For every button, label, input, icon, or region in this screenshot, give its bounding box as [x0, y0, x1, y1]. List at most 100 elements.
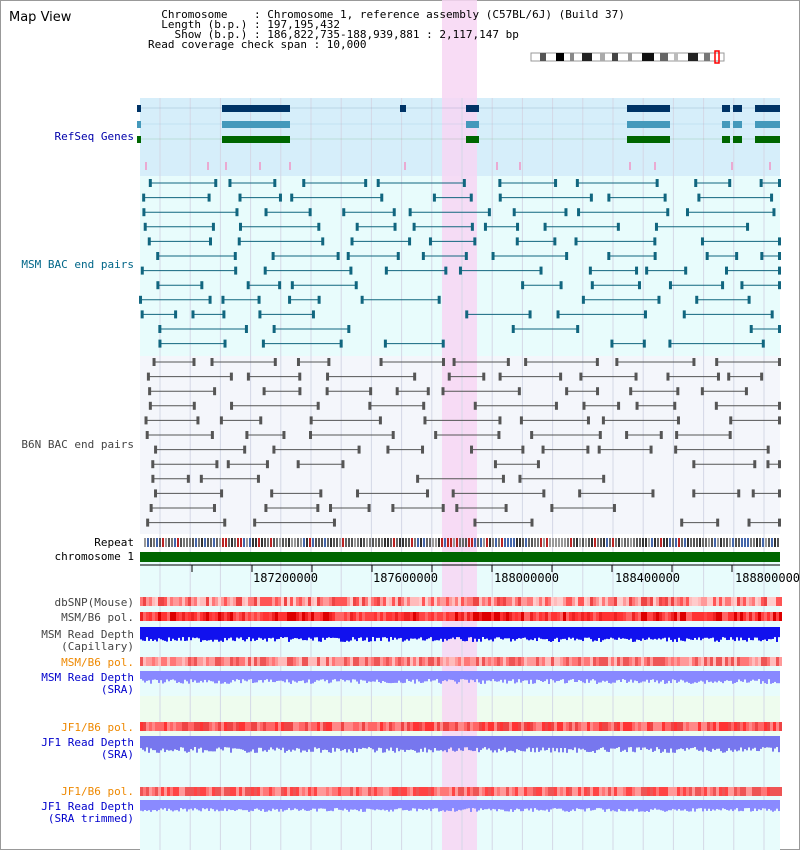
track-label-repeat[interactable]: Repeat — [94, 536, 134, 549]
heat-cell — [494, 657, 497, 666]
depth-bar — [760, 627, 762, 642]
heat-cell — [710, 722, 713, 731]
repeat-element — [738, 538, 740, 547]
depth-bar — [286, 671, 288, 680]
track-label-b6n-bac[interactable]: B6N BAC end pairs — [21, 438, 134, 451]
depth-bar — [624, 627, 626, 639]
depth-bar — [576, 671, 578, 683]
heat-cell — [152, 597, 155, 606]
depth-bar — [232, 627, 234, 641]
heat-cell — [458, 722, 461, 731]
track-label-chromosome[interactable]: chromosome 1 — [54, 550, 134, 563]
bac-end — [673, 401, 677, 410]
bac-end — [493, 460, 497, 469]
heat-cell — [416, 787, 419, 796]
depth-bar — [390, 736, 392, 748]
depth-bar — [420, 671, 422, 684]
heat-cell — [365, 612, 368, 621]
depth-bar — [360, 671, 362, 680]
bac-end — [223, 518, 227, 527]
depth-bar — [356, 800, 358, 811]
bac-end — [208, 295, 212, 304]
heat-cell — [527, 597, 530, 606]
depth-bar — [458, 671, 460, 683]
heat-cell — [611, 597, 614, 606]
track-label-dbsnp[interactable]: dbSNP(Mouse) — [54, 596, 134, 609]
bac-end — [565, 252, 569, 260]
depth-bar — [472, 671, 474, 681]
depth-bar — [740, 800, 742, 811]
depth-bar — [574, 627, 576, 641]
depth-bar — [464, 800, 466, 810]
depth-bar — [414, 800, 416, 809]
heat-cell — [386, 597, 389, 606]
heat-cell — [686, 597, 689, 606]
depth-bar — [376, 800, 378, 810]
depth-bar — [170, 736, 172, 751]
depth-bar — [746, 627, 748, 642]
track-label-msm-b6-pol-sra[interactable]: MSM/B6 pol. — [61, 656, 134, 669]
depth-bar — [254, 671, 256, 683]
depth-bar — [352, 800, 354, 810]
depth-bar — [364, 736, 366, 749]
bac-end — [233, 252, 237, 260]
heat-cell — [671, 612, 674, 621]
depth-bar — [388, 736, 390, 751]
depth-bar — [402, 627, 404, 642]
heat-cell — [278, 787, 281, 796]
depth-bar — [566, 800, 568, 812]
depth-bar — [206, 671, 208, 683]
depth-bar — [402, 671, 404, 684]
track-label-jf1-b6-pol-trimmed[interactable]: JF1/B6 pol. — [61, 785, 134, 798]
repeat-element — [582, 538, 584, 547]
depth-bar — [508, 800, 510, 812]
heat-cell — [647, 722, 650, 731]
heat-cell — [770, 722, 773, 731]
bac-end — [208, 237, 212, 246]
heat-cell — [638, 597, 641, 606]
bac-end — [473, 401, 477, 410]
depth-bar — [568, 736, 570, 750]
heat-cell — [389, 722, 392, 731]
depth-bar — [654, 800, 656, 809]
depth-bar — [520, 736, 522, 751]
depth-bar — [438, 736, 440, 751]
track-label-jf1-b6-pol[interactable]: JF1/B6 pol. — [61, 721, 134, 734]
depth-bar — [408, 736, 410, 751]
repeat-element — [411, 538, 413, 547]
track-label-msm-b6-pol[interactable]: MSM/B6 pol. — [61, 611, 134, 624]
bac-end — [751, 489, 755, 498]
heat-cell — [710, 597, 713, 606]
track-label-jf1-depth-trimmed[interactable]: JF1 Read Depth — [41, 800, 134, 813]
heat-cell — [398, 787, 401, 796]
repeat-element — [525, 538, 527, 547]
depth-bar — [180, 627, 182, 641]
bac-end — [634, 372, 638, 381]
depth-bar — [532, 736, 534, 749]
heat-cell — [608, 657, 611, 666]
bac-end — [288, 295, 292, 304]
bac-end — [282, 431, 286, 439]
track-label-msm-bac[interactable]: MSM BAC end pairs — [21, 258, 134, 271]
heat-cell — [749, 612, 752, 621]
depth-bar — [258, 627, 260, 638]
heat-cell — [470, 787, 473, 796]
heat-cell — [293, 787, 296, 796]
depth-bar — [404, 800, 406, 811]
depth-bar — [264, 671, 266, 681]
track-label-refseq[interactable]: RefSeq Genes — [54, 130, 134, 143]
depth-bar — [360, 736, 362, 750]
depth-bar — [294, 736, 296, 751]
depth-bar — [308, 800, 310, 811]
track-label-jf1-depth-sra[interactable]: JF1 Read Depth — [41, 736, 134, 749]
bac-end — [576, 325, 580, 333]
heat-cell — [509, 597, 512, 606]
repeat-element — [726, 538, 728, 547]
depth-bar — [252, 627, 254, 639]
track-label-msm-depth-capillary[interactable]: MSM Read Depth — [41, 628, 134, 641]
depth-bar — [164, 671, 166, 683]
depth-bar — [598, 671, 600, 683]
heat-cell — [350, 612, 353, 621]
track-label-msm-depth-sra[interactable]: MSM Read Depth — [41, 671, 134, 684]
